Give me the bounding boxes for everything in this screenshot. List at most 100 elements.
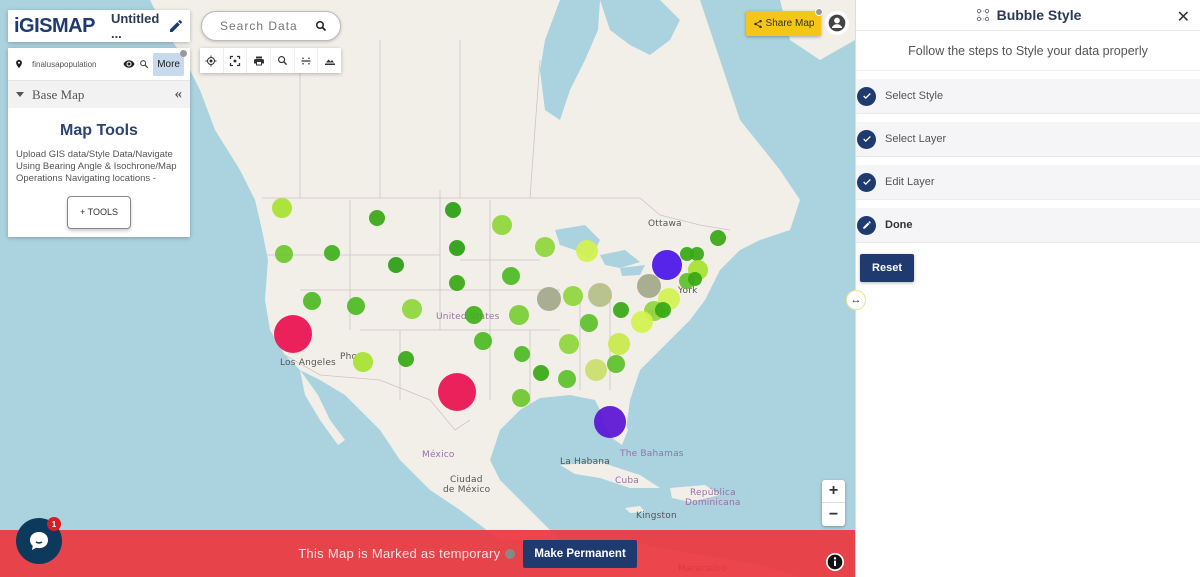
- print-button[interactable]: [247, 48, 272, 73]
- population-bubble[interactable]: [594, 406, 626, 438]
- population-bubble[interactable]: [274, 315, 312, 353]
- igismap-logo[interactable]: iGISMAP: [14, 14, 95, 37]
- map-toolbar: [200, 48, 341, 73]
- population-bubble[interactable]: [369, 210, 385, 226]
- user-avatar-icon: [828, 14, 846, 32]
- chat-bubble-icon: [30, 532, 48, 550]
- population-bubble[interactable]: [502, 267, 520, 285]
- focus-button[interactable]: [224, 48, 248, 73]
- population-bubble[interactable]: [398, 351, 414, 367]
- population-bubble[interactable]: [438, 373, 476, 411]
- map-tools-title: Map Tools: [60, 122, 138, 139]
- population-bubble[interactable]: [324, 245, 340, 261]
- zoom-to-layer-icon[interactable]: [139, 59, 149, 69]
- population-bubble[interactable]: [492, 215, 512, 235]
- population-bubble[interactable]: [449, 275, 465, 291]
- population-bubble[interactable]: [655, 302, 671, 318]
- bubble-style-icon: [976, 8, 989, 22]
- population-bubble[interactable]: [465, 306, 483, 324]
- population-bubble[interactable]: [353, 352, 373, 372]
- basemap-toggle[interactable]: Base Map «: [8, 80, 190, 108]
- population-bubble[interactable]: [537, 287, 561, 311]
- population-bubble[interactable]: [272, 198, 292, 218]
- locate-icon: [205, 55, 217, 66]
- temporary-map-banner: This Map is Marked as temporary Make Per…: [0, 530, 855, 577]
- population-bubble[interactable]: [613, 302, 629, 318]
- population-bubble[interactable]: [514, 346, 530, 362]
- share-map-button[interactable]: Share Map: [746, 8, 823, 36]
- population-bubble[interactable]: [275, 245, 293, 263]
- locate-button[interactable]: [200, 48, 224, 73]
- map-place-label: The Bahamas: [620, 449, 684, 459]
- close-panel-icon[interactable]: ✕: [1176, 9, 1190, 26]
- panel-resize-handle[interactable]: ↔: [846, 290, 866, 310]
- layer-panel: finalusapopulation More Base Map « Map T…: [8, 48, 190, 237]
- population-bubble[interactable]: [533, 365, 549, 381]
- make-permanent-button[interactable]: Make Permanent: [523, 539, 637, 568]
- population-bubble[interactable]: [449, 240, 465, 256]
- population-bubble[interactable]: [580, 314, 598, 332]
- map-title[interactable]: Untitled ...: [110, 11, 160, 41]
- zoom-out-button[interactable]: −: [828, 505, 839, 523]
- step-select-layer[interactable]: Select Layer: [856, 122, 1200, 157]
- population-bubble[interactable]: [608, 333, 630, 355]
- more-button[interactable]: More: [153, 49, 187, 76]
- population-bubble[interactable]: [607, 355, 625, 373]
- fullscreen-focus-icon: [229, 55, 241, 66]
- measure-button[interactable]: [295, 48, 319, 73]
- layer-row[interactable]: finalusapopulation More: [8, 48, 190, 80]
- population-bubble[interactable]: [688, 272, 702, 286]
- map-place-label: Ottawa: [648, 219, 682, 229]
- population-bubble[interactable]: [535, 237, 555, 257]
- population-bubble[interactable]: [559, 334, 579, 354]
- population-bubble[interactable]: [303, 292, 321, 310]
- add-tools-button[interactable]: + TOOLS: [67, 196, 131, 229]
- bubble-style-panel: Bubble Style ✕ Follow the steps to Style…: [855, 0, 1200, 577]
- visibility-eye-icon[interactable]: [123, 58, 135, 70]
- search-input[interactable]: [220, 19, 315, 33]
- zoom-search-button[interactable]: [271, 48, 295, 73]
- population-bubble[interactable]: [347, 297, 365, 315]
- population-bubble[interactable]: [588, 283, 612, 307]
- population-bubble[interactable]: [690, 247, 704, 261]
- search-box: [201, 11, 341, 41]
- print-icon: [253, 56, 264, 65]
- reset-button[interactable]: Reset: [860, 254, 914, 282]
- population-bubble[interactable]: [402, 299, 422, 319]
- step-edit-layer[interactable]: Edit Layer: [856, 165, 1200, 200]
- chat-unread-badge: 1: [47, 517, 61, 531]
- step-select-style[interactable]: Select Style: [856, 79, 1200, 114]
- population-bubble[interactable]: [445, 202, 461, 218]
- population-bubble[interactable]: [637, 274, 661, 298]
- population-bubble[interactable]: [631, 311, 653, 333]
- collapse-panel-icon[interactable]: «: [174, 86, 183, 102]
- population-bubble[interactable]: [512, 389, 530, 407]
- temporary-message: This Map is Marked as temporary: [298, 546, 501, 561]
- search-icon[interactable]: [315, 20, 327, 32]
- population-bubble[interactable]: [652, 250, 682, 280]
- check-icon: [857, 172, 876, 192]
- map-tools-description: Upload GIS data/Style Data/Navigate Usin…: [16, 149, 177, 184]
- map-pin-icon: [16, 59, 22, 69]
- panel-subtitle: Follow the steps to Style your data prop…: [856, 31, 1200, 71]
- population-bubble[interactable]: [509, 305, 529, 325]
- map-place-label: York: [678, 286, 698, 296]
- map-info-button[interactable]: [826, 553, 844, 571]
- population-bubble[interactable]: [710, 230, 726, 246]
- population-bubble[interactable]: [585, 359, 607, 381]
- edit-title-icon[interactable]: [168, 18, 184, 34]
- population-bubble[interactable]: [558, 370, 576, 388]
- caret-down-icon: [16, 91, 24, 97]
- panel-header: Bubble Style ✕: [856, 0, 1200, 31]
- basemap-button[interactable]: [318, 48, 341, 73]
- notification-dot: [180, 49, 187, 57]
- population-bubble[interactable]: [474, 332, 492, 350]
- population-bubble[interactable]: [388, 257, 404, 273]
- zoom-in-button[interactable]: +: [822, 480, 845, 503]
- user-account-button[interactable]: [825, 11, 849, 35]
- population-bubble[interactable]: [563, 286, 583, 306]
- population-bubble[interactable]: [576, 240, 598, 262]
- step-done[interactable]: Done: [856, 208, 1200, 243]
- temporary-info-icon[interactable]: [505, 548, 516, 559]
